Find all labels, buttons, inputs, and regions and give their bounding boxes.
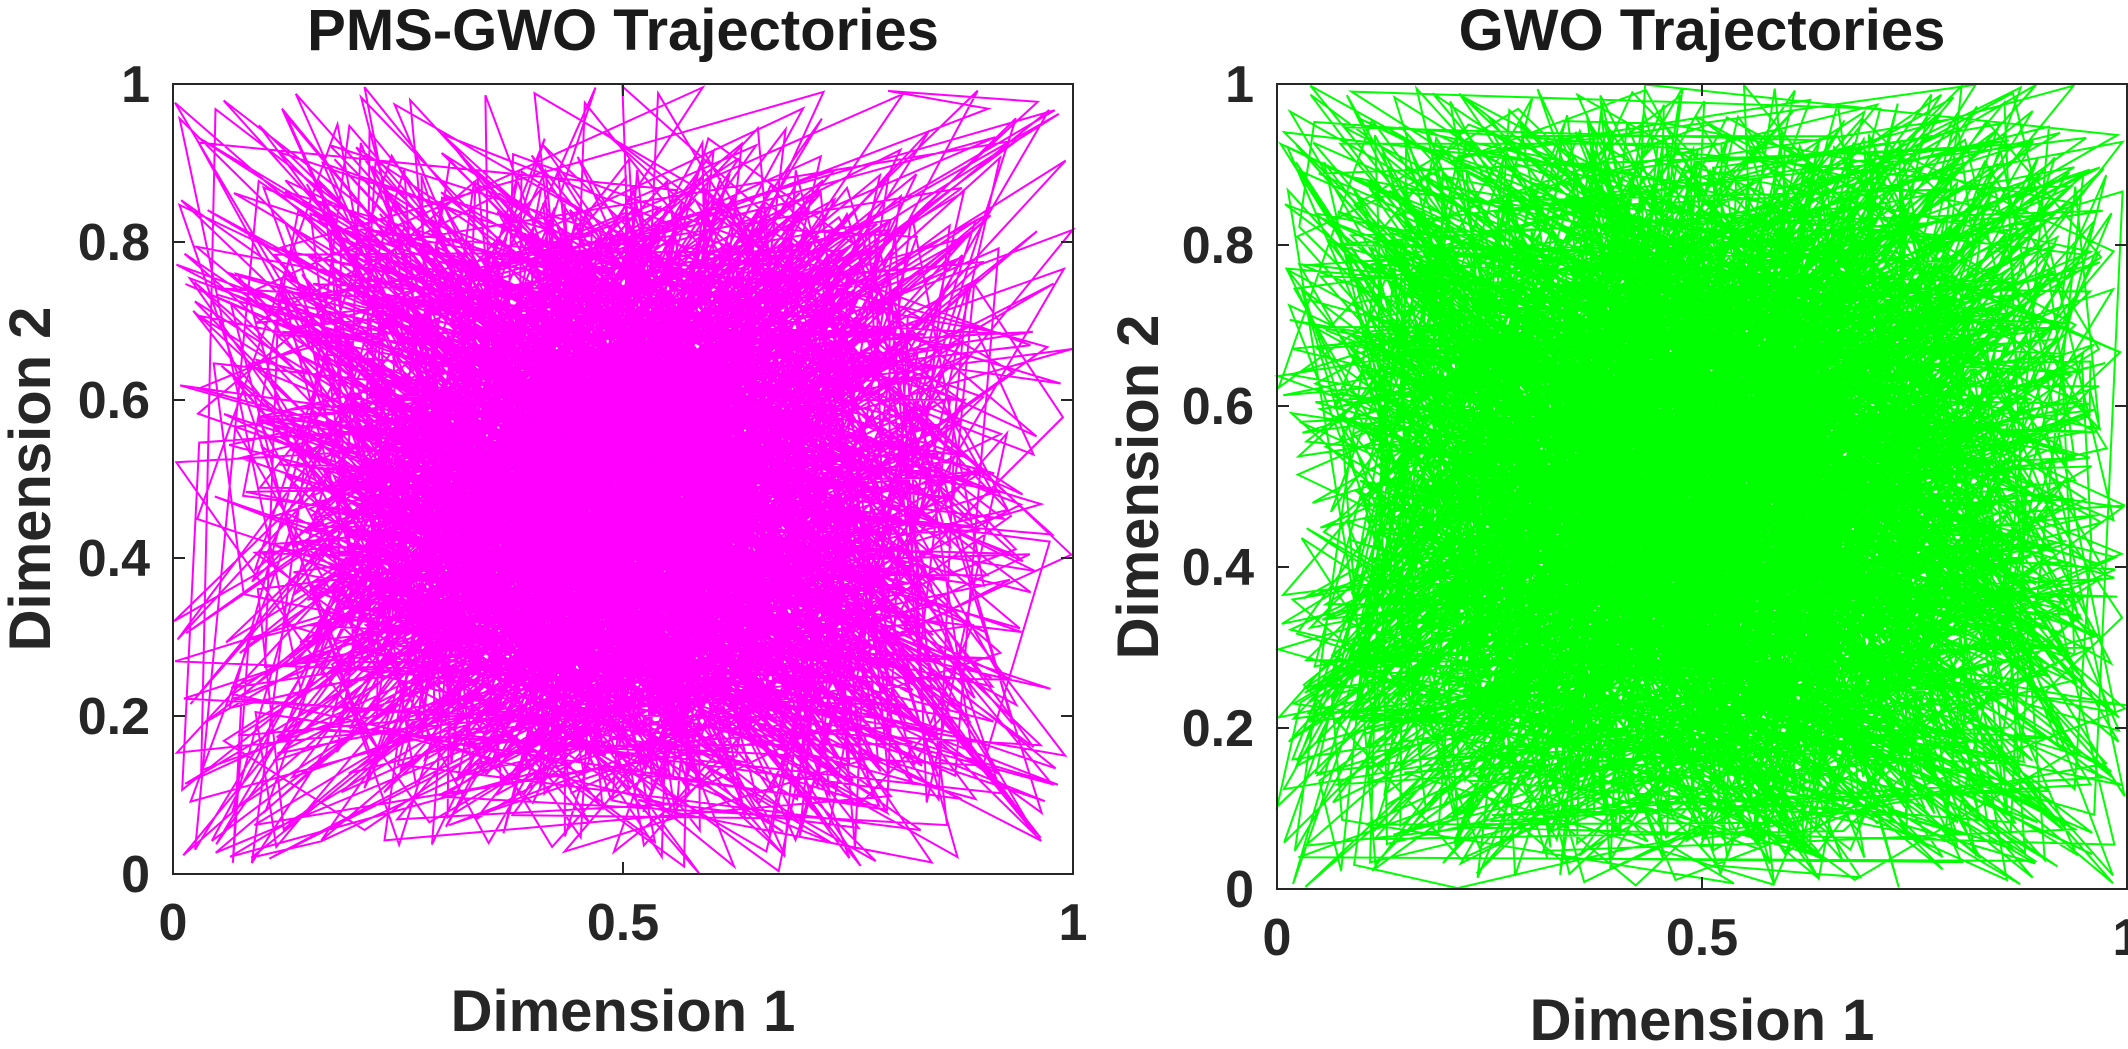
x-tick-label-gwo: 1 bbox=[2113, 909, 2128, 967]
chart-title-pms-gwo: PMS-GWO Trajectories bbox=[307, 0, 939, 63]
trajectory-series-gwo bbox=[1274, 82, 2127, 890]
y-tick-label-gwo: 0.2 bbox=[1182, 700, 1254, 758]
trajectory-series-pms-gwo bbox=[173, 84, 1076, 875]
trajectory-line-gwo bbox=[1274, 82, 2127, 890]
x-tick-label-gwo: 0 bbox=[1263, 909, 1292, 967]
subplot-pms-gwo: PMS-GWO Trajectories 0 0.5 1 0 0.2 0.4 0.6 0.8 1… bbox=[0, 0, 1087, 1044]
y-tick-label-gwo: 0.4 bbox=[1182, 539, 1254, 597]
x-tick-label-pms-gwo: 0.5 bbox=[587, 894, 659, 952]
y-tick-label-pms-gwo: 0.4 bbox=[78, 530, 150, 588]
x-tick-label-gwo: 0.5 bbox=[1666, 909, 1738, 967]
x-axis-label-pms-gwo: Dimension 1 bbox=[451, 979, 796, 1044]
trajectory-line-pms-gwo bbox=[173, 84, 1076, 875]
chart-title-gwo: GWO Trajectories bbox=[1459, 0, 1946, 63]
x-tick-label-pms-gwo: 0 bbox=[159, 894, 188, 952]
x-tick-label-pms-gwo: 1 bbox=[1059, 894, 1088, 952]
x-axis-label-gwo: Dimension 1 bbox=[1530, 988, 1875, 1049]
y-tick-label-pms-gwo: 1 bbox=[121, 56, 150, 114]
y-axis-label-gwo: Dimension 2 bbox=[1106, 315, 1171, 660]
y-tick-label-gwo: 1 bbox=[1225, 56, 1254, 114]
y-tick-label-gwo: 0 bbox=[1225, 861, 1254, 919]
axis-ticks-gwo: 0 0.5 1 0 0.2 0.4 0.6 0.8 1 bbox=[1182, 56, 2128, 967]
axis-ticks-pms-gwo: 0 0.5 1 0 0.2 0.4 0.6 0.8 1 bbox=[78, 56, 1088, 952]
y-tick-label-pms-gwo: 0.2 bbox=[78, 688, 150, 746]
y-tick-label-pms-gwo: 0.8 bbox=[78, 214, 150, 272]
subplot-gwo: GWO Trajectories 0 0.5 1 0 0.2 0.4 0.6 0.8 1 Dim… bbox=[1106, 0, 2128, 1049]
y-tick-label-pms-gwo: 0 bbox=[121, 846, 150, 904]
y-axis-label-pms-gwo: Dimension 2 bbox=[0, 307, 63, 652]
y-tick-label-gwo: 0.8 bbox=[1182, 217, 1254, 275]
y-tick-label-pms-gwo: 0.6 bbox=[78, 372, 150, 430]
y-tick-label-gwo: 0.6 bbox=[1182, 378, 1254, 436]
